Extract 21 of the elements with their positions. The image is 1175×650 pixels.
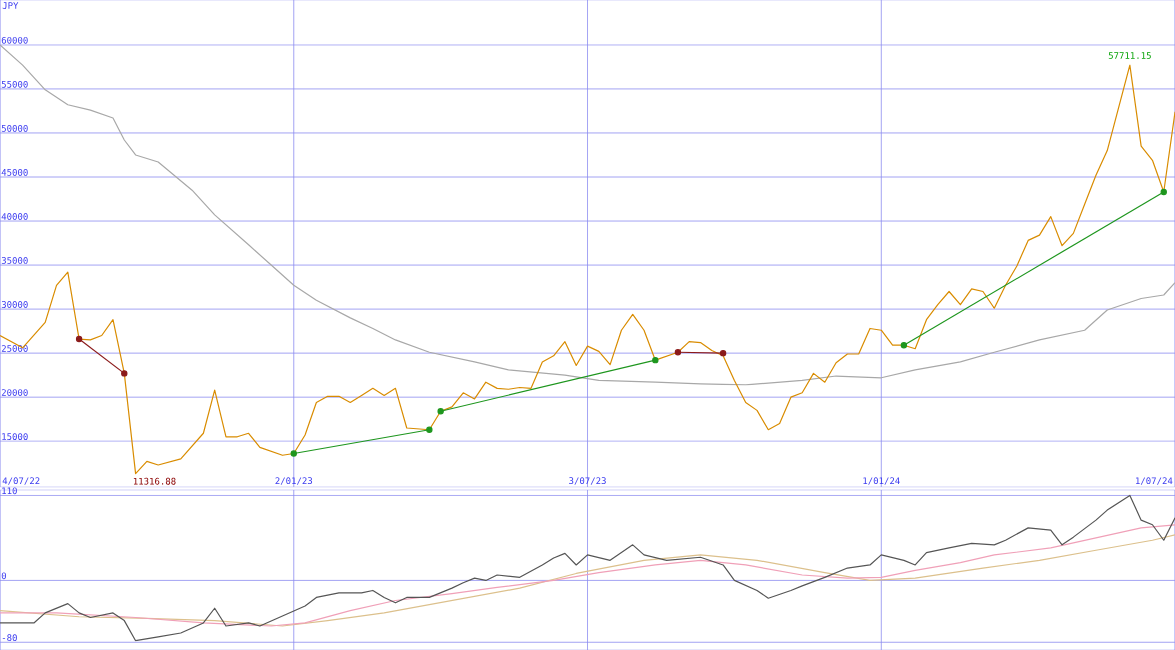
x-tick-label: 4/07/22: [2, 477, 40, 485]
annotation: 11316.88: [133, 477, 176, 485]
y-tick-label: 35000: [1, 257, 28, 264]
y-tick-label: 40000: [1, 213, 28, 220]
y-tick-label: 110: [2, 487, 17, 495]
annotation: 57711.15: [1108, 52, 1151, 59]
y-tick-label: 30000: [1, 301, 28, 308]
x-tick-label: 1/07/24: [1136, 477, 1173, 485]
y-tick-label: -80: [2, 634, 17, 642]
y-tick-label: 60000: [1, 36, 28, 44]
y-tick-label: 45000: [1, 168, 28, 176]
y-axis-title: JPY: [2, 2, 19, 9]
x-tick-label: 3/07/23: [569, 477, 606, 485]
y-tick-label: 50000: [1, 124, 28, 132]
x-tick-label: 2/01/23: [275, 477, 313, 485]
y-tick-label: 15000: [2, 433, 28, 440]
y-tick-label: 20000: [1, 389, 28, 396]
y-tick-label: 55000: [1, 80, 28, 88]
y-tick-label: 0: [1, 572, 7, 580]
x-tick-label: 1/01/24: [863, 477, 900, 485]
y-tick-label: 25000: [1, 345, 28, 352]
